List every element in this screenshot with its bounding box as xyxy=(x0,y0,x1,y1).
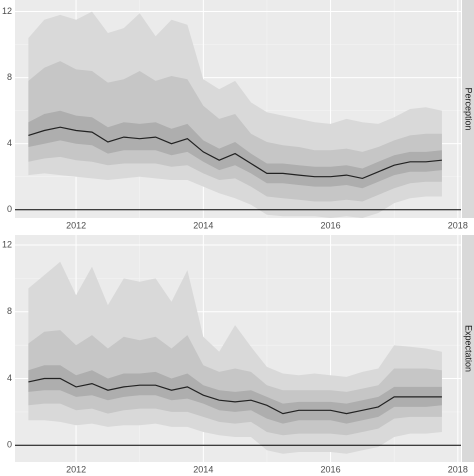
plot-area xyxy=(15,235,461,462)
fan-band xyxy=(28,365,442,424)
facet-label: Expectation xyxy=(464,325,474,372)
y-tick-label: 8 xyxy=(7,72,12,82)
y-tick-label: 0 xyxy=(7,440,12,450)
x-tick-label: 2016 xyxy=(321,464,341,474)
y-tick-label: 0 xyxy=(7,204,12,214)
y-tick-label: 12 xyxy=(2,6,12,16)
facet-strip xyxy=(462,0,474,218)
facet-label: Perception xyxy=(464,87,474,130)
x-tick-label: 2014 xyxy=(193,220,213,230)
median-line xyxy=(28,126,442,180)
y-tick-label: 12 xyxy=(2,239,12,249)
facet-strip xyxy=(462,235,474,462)
plot-area xyxy=(15,0,461,218)
y-tick-label: 8 xyxy=(7,306,12,316)
x-tick-label: 2018 xyxy=(448,220,468,230)
x-tick-label: 2016 xyxy=(321,220,341,230)
y-tick-label: 4 xyxy=(7,373,12,383)
x-tick-label: 2012 xyxy=(66,220,86,230)
y-tick-label: 4 xyxy=(7,138,12,148)
x-tick-label: 2018 xyxy=(448,464,468,474)
median-line xyxy=(28,377,442,415)
fan-band xyxy=(28,110,442,189)
x-tick-label: 2012 xyxy=(66,464,86,474)
x-tick-label: 2014 xyxy=(193,464,213,474)
